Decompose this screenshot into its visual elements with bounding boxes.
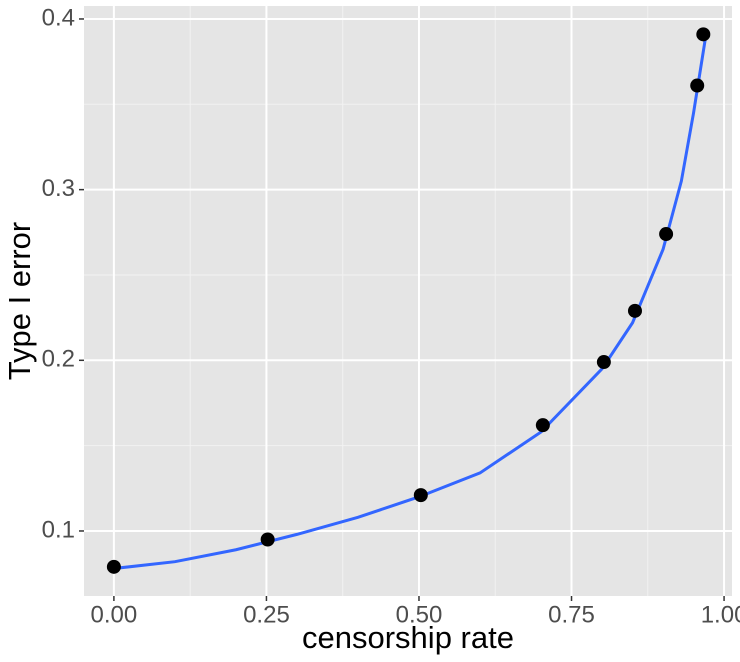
point [106,559,121,574]
x-tick-label: 0.75 [548,601,595,628]
x-tick-label: 0.50 [396,601,443,628]
y-tick-label: 0.4 [42,4,75,31]
x-tick-label: 0.00 [91,601,138,628]
point [690,78,705,93]
x-tick-label: 1.00 [701,601,740,628]
point [413,488,428,503]
panel [84,6,732,596]
point [659,227,674,242]
y-axis-title: Type I error [2,222,37,381]
x-tick-label: 0.25 [243,601,290,628]
smooth-line [113,35,708,571]
point [260,532,275,547]
marks [106,27,711,574]
point [696,27,711,42]
y-tick-label: 0.2 [42,346,75,373]
x-axis-title: censorship rate [302,620,514,655]
point [627,303,642,318]
y-tick-label: 0.3 [42,175,75,202]
y-tick-label: 0.1 [42,516,75,543]
point [596,355,611,370]
point [535,418,550,433]
